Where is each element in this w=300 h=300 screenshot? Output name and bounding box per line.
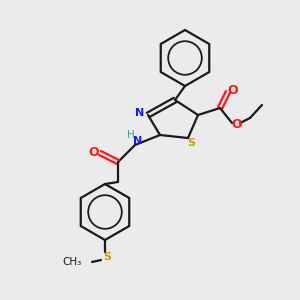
Text: S: S xyxy=(103,252,111,262)
Text: N: N xyxy=(134,136,142,146)
Text: CH₃: CH₃ xyxy=(63,257,82,267)
Text: N: N xyxy=(135,108,145,118)
Text: H: H xyxy=(127,130,135,140)
Text: O: O xyxy=(228,83,238,97)
Text: O: O xyxy=(89,146,99,160)
Text: O: O xyxy=(232,118,242,131)
Text: S: S xyxy=(187,138,195,148)
